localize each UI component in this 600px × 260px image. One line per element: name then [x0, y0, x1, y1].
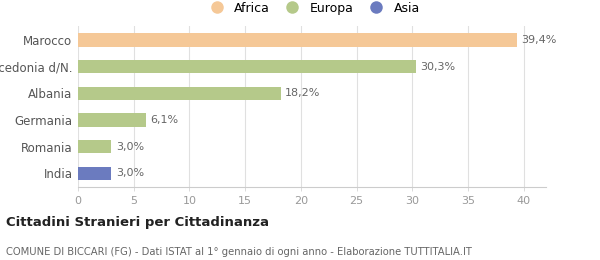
Text: Cittadini Stranieri per Cittadinanza: Cittadini Stranieri per Cittadinanza — [6, 216, 269, 229]
Bar — [78, 113, 146, 127]
Text: 6,1%: 6,1% — [151, 115, 179, 125]
Text: 30,3%: 30,3% — [420, 62, 455, 72]
Text: 3,0%: 3,0% — [116, 141, 144, 152]
Text: 3,0%: 3,0% — [116, 168, 144, 178]
Bar — [78, 140, 112, 153]
Text: COMUNE DI BICCARI (FG) - Dati ISTAT al 1° gennaio di ogni anno - Elaborazione TU: COMUNE DI BICCARI (FG) - Dati ISTAT al 1… — [6, 247, 472, 257]
Legend: Africa, Europa, Asia: Africa, Europa, Asia — [199, 0, 425, 20]
Bar — [78, 87, 281, 100]
Bar — [78, 167, 112, 180]
Text: 39,4%: 39,4% — [521, 35, 557, 45]
Text: 18,2%: 18,2% — [285, 88, 320, 98]
Bar — [78, 60, 416, 73]
Bar — [78, 33, 517, 47]
